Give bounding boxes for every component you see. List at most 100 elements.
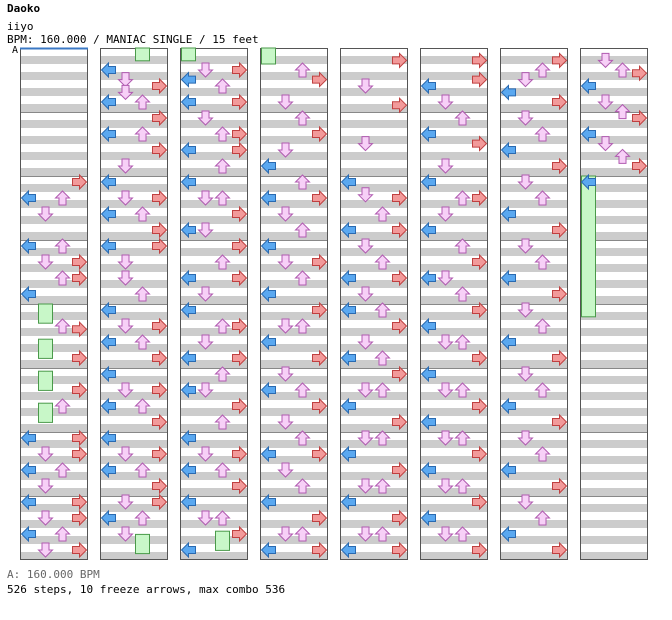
up-arrow-icon bbox=[454, 382, 471, 398]
beat-stripe bbox=[500, 472, 568, 480]
beat-stripe bbox=[100, 136, 168, 144]
beat-stripe bbox=[580, 136, 648, 144]
beat-stripe bbox=[420, 232, 488, 240]
beat-stripe bbox=[100, 504, 168, 512]
freeze-arrow bbox=[135, 47, 150, 62]
down-arrow-icon bbox=[117, 158, 134, 174]
freeze-arrow bbox=[215, 530, 230, 551]
left-arrow-icon bbox=[100, 397, 116, 415]
beat-stripe bbox=[420, 424, 488, 432]
right-arrow-icon bbox=[472, 52, 488, 69]
right-arrow-icon bbox=[392, 52, 408, 69]
right-arrow-icon bbox=[72, 381, 88, 399]
right-arrow-icon bbox=[392, 541, 408, 559]
left-arrow-icon bbox=[180, 93, 196, 111]
chart-column bbox=[20, 48, 88, 560]
down-arrow-icon bbox=[357, 526, 374, 542]
left-arrow-icon bbox=[180, 541, 196, 559]
beat-stripe bbox=[500, 184, 568, 192]
beat-stripe bbox=[580, 376, 648, 384]
beat-stripe bbox=[340, 120, 408, 128]
left-arrow-icon bbox=[180, 173, 196, 191]
column-border bbox=[100, 48, 168, 560]
beat-stripe bbox=[100, 120, 168, 128]
up-arrow-icon bbox=[454, 286, 471, 302]
beat-stripe bbox=[180, 440, 248, 448]
up-arrow-icon bbox=[134, 462, 151, 478]
beat-stripe bbox=[580, 232, 648, 240]
left-arrow-icon bbox=[420, 461, 436, 479]
column-border bbox=[260, 48, 328, 560]
up-arrow-icon bbox=[454, 478, 471, 494]
beat-stripe bbox=[180, 72, 248, 80]
beat-stripe bbox=[20, 120, 88, 128]
beat-stripe bbox=[340, 312, 408, 320]
beat-stripe bbox=[340, 408, 408, 416]
beat-stripe bbox=[100, 216, 168, 224]
left-arrow-icon bbox=[260, 445, 276, 463]
right-arrow-icon bbox=[632, 109, 648, 127]
up-arrow-icon bbox=[214, 126, 231, 142]
beat-stripe bbox=[420, 280, 488, 288]
left-arrow-icon bbox=[340, 221, 356, 239]
left-arrow-icon bbox=[20, 189, 36, 207]
down-arrow-icon bbox=[277, 366, 294, 382]
down-arrow-icon bbox=[357, 187, 374, 203]
down-arrow-icon bbox=[597, 94, 614, 110]
beat-stripe bbox=[420, 152, 488, 160]
up-arrow-icon bbox=[534, 446, 551, 462]
left-arrow-icon bbox=[500, 84, 516, 101]
right-arrow-icon bbox=[552, 285, 568, 303]
down-arrow-icon bbox=[197, 222, 214, 238]
beat-stripe bbox=[500, 216, 568, 224]
beat-stripe bbox=[420, 264, 488, 272]
beat-stripe bbox=[420, 392, 488, 400]
beat-stripe bbox=[580, 328, 648, 336]
right-arrow-icon bbox=[152, 477, 168, 495]
up-arrow-icon bbox=[294, 478, 311, 494]
beat-stripe bbox=[420, 248, 488, 256]
beat-stripe bbox=[340, 520, 408, 528]
beat-stripe bbox=[500, 296, 568, 304]
beat-stripe bbox=[580, 152, 648, 160]
beat-stripe bbox=[340, 360, 408, 368]
beat-stripe bbox=[20, 344, 88, 352]
up-arrow-icon bbox=[214, 414, 231, 430]
beat-stripe bbox=[500, 120, 568, 128]
down-arrow-icon bbox=[117, 446, 134, 462]
up-arrow-icon bbox=[294, 318, 311, 334]
freeze-arrow bbox=[38, 338, 53, 359]
beat-stripe bbox=[340, 344, 408, 352]
beat-stripe bbox=[180, 344, 248, 352]
beat-stripe bbox=[340, 328, 408, 336]
beat-stripe bbox=[100, 344, 168, 352]
beat-stripe bbox=[500, 408, 568, 416]
down-arrow-icon bbox=[197, 382, 214, 398]
up-arrow-icon bbox=[454, 526, 471, 542]
beat-stripe bbox=[500, 520, 568, 528]
right-arrow-icon bbox=[152, 109, 168, 127]
right-arrow-icon bbox=[392, 269, 408, 287]
down-arrow-icon bbox=[597, 136, 614, 152]
left-arrow-icon bbox=[180, 221, 196, 239]
chart-info: BPM: 160.000 / MANIAC SINGLE / 15 feet bbox=[7, 33, 259, 46]
beat-stripe bbox=[260, 88, 328, 96]
down-arrow-icon bbox=[117, 270, 134, 286]
up-arrow-icon bbox=[614, 62, 631, 78]
left-arrow-icon bbox=[500, 205, 516, 223]
right-arrow-icon bbox=[152, 381, 168, 399]
right-arrow-icon bbox=[232, 445, 248, 463]
beat-stripe bbox=[340, 440, 408, 448]
right-arrow-icon bbox=[152, 445, 168, 463]
right-arrow-icon bbox=[632, 64, 648, 82]
beat-stripe bbox=[260, 376, 328, 384]
beat-stripe bbox=[260, 56, 328, 64]
beat-stripe bbox=[20, 72, 88, 80]
up-arrow-icon bbox=[454, 190, 471, 206]
up-arrow-icon bbox=[454, 238, 471, 254]
beat-stripe bbox=[580, 184, 648, 192]
beat-stripe bbox=[20, 488, 88, 496]
down-arrow-icon bbox=[117, 382, 134, 398]
right-arrow-icon bbox=[312, 445, 328, 463]
beat-stripe bbox=[420, 296, 488, 304]
